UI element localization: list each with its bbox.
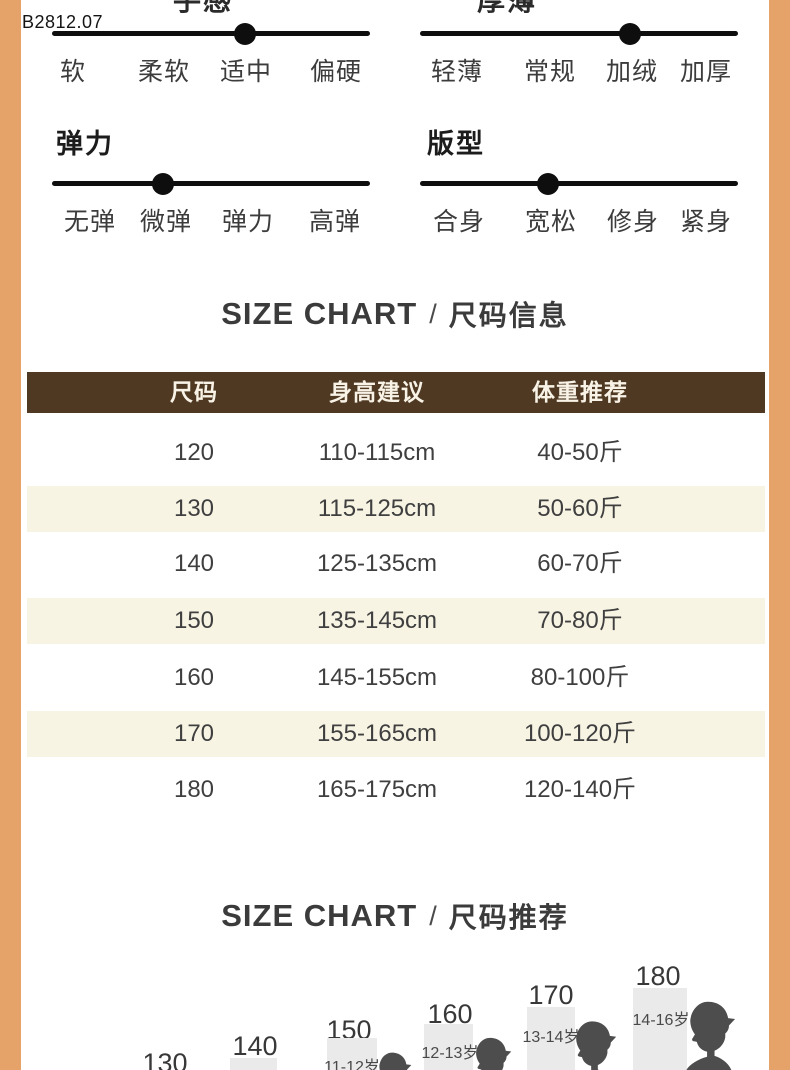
cell-weight: 70-80斤 [537, 607, 623, 634]
child-silhouette-icon [567, 1018, 617, 1070]
elasticity-option: 无弹 [63, 208, 117, 236]
cell-size: 120 [173, 439, 215, 466]
fit-option: 紧身 [679, 208, 733, 236]
elasticity-option: 微弹 [139, 208, 193, 236]
thickness-option: 轻薄 [430, 58, 484, 86]
heading-en-text: SIZE CHART [221, 898, 418, 933]
fit-option: 宽松 [524, 208, 578, 236]
cell-height: 135-145cm [316, 607, 438, 634]
table-row: 140 125-135cm 60-70斤 [27, 541, 765, 587]
slider-title-hand-feel: 手感 [173, 0, 234, 16]
cell-size: 160 [173, 664, 215, 691]
age-range-label: 13-14岁 [522, 1029, 580, 1046]
cell-height: 155-165cm [316, 720, 438, 747]
elasticity-slider-track [52, 181, 370, 186]
size-bar [230, 1058, 277, 1070]
table-row: 120 110-115cm 40-50斤 [27, 430, 765, 476]
age-range-label: 11-12岁 [324, 1059, 380, 1070]
hand-feel-option: 柔软 [137, 58, 191, 86]
cell-weight: 120-140斤 [523, 776, 637, 803]
bar-size-label: 140 [232, 1031, 278, 1061]
table-row: 150 135-145cm 70-80斤 [27, 598, 765, 644]
col-header-height: 身高建议 [329, 379, 425, 405]
table-row: 130 115-125cm 50-60斤 [27, 486, 765, 532]
cell-size: 170 [173, 720, 215, 747]
slider-title-elasticity: 弹力 [56, 129, 114, 159]
size-bar [327, 1038, 377, 1070]
table-row: 160 145-155cm 80-100斤 [27, 655, 765, 701]
orange-frame-right [769, 0, 790, 1070]
col-header-size: 尺码 [170, 379, 218, 405]
cell-weight: 50-60斤 [537, 495, 623, 522]
table-row: 170 155-165cm 100-120斤 [27, 711, 765, 757]
cell-weight: 100-120斤 [523, 720, 637, 747]
bar-size-label: 170 [528, 980, 574, 1010]
size-bar [424, 1024, 473, 1070]
cell-height: 115-125cm [317, 495, 437, 522]
fit-slider-track [420, 181, 738, 186]
heading-en-text: SIZE CHART [221, 296, 418, 331]
size-bar [633, 988, 687, 1070]
child-silhouette-icon [680, 998, 736, 1070]
elasticity-option: 弹力 [221, 208, 275, 236]
cell-height: 145-155cm [316, 664, 438, 691]
bar-size-label: 180 [635, 961, 681, 991]
thickness-option: 加绒 [605, 58, 659, 86]
cell-size: 150 [173, 607, 215, 634]
thickness-option: 加厚 [679, 58, 733, 86]
hand-feel-option: 适中 [219, 58, 273, 86]
thickness-slider-track [420, 31, 738, 36]
sku-code: B2812.07 [22, 12, 104, 32]
age-range-label: 12-13岁 [421, 1045, 479, 1062]
heading-zh-text: 尺码推荐 [448, 902, 569, 933]
thickness-slider-thumb [619, 23, 641, 45]
heading-divider: / [429, 900, 437, 931]
size-info-heading: SIZE CHART / 尺码信息 [21, 294, 769, 334]
heading-zh-text: 尺码信息 [448, 300, 569, 331]
cell-height: 125-135cm [316, 550, 438, 577]
cell-weight: 80-100斤 [530, 664, 630, 691]
hand-feel-option: 软 [59, 58, 87, 86]
table-row: 180 165-175cm 120-140斤 [27, 767, 765, 813]
size-table-header: 尺码 身高建议 体重推荐 [27, 372, 765, 413]
cell-weight: 60-70斤 [537, 550, 623, 577]
orange-frame-left [0, 0, 21, 1070]
age-range-label: 14-16岁 [632, 1012, 690, 1029]
bar-size-label: 130 [142, 1048, 188, 1070]
col-header-weight: 体重推荐 [532, 379, 628, 405]
cell-weight: 40-50斤 [537, 439, 623, 466]
slider-title-thickness: 厚薄 [477, 0, 538, 16]
cell-size: 180 [173, 776, 215, 803]
cell-height: 165-175cm [316, 776, 438, 803]
cell-size: 130 [173, 495, 215, 522]
fit-option: 合身 [432, 208, 486, 236]
cell-height: 110-115cm [318, 439, 436, 466]
elasticity-slider-thumb [152, 173, 174, 195]
cell-size: 140 [173, 550, 215, 577]
thickness-option: 常规 [523, 58, 577, 86]
heading-divider: / [429, 298, 437, 329]
fit-option: 修身 [606, 208, 660, 236]
size-recommendation-heading: SIZE CHART / 尺码推荐 [21, 896, 769, 936]
fit-slider-thumb [537, 173, 559, 195]
child-silhouette-icon [468, 1035, 512, 1070]
hand-feel-slider-thumb [234, 23, 256, 45]
hand-feel-slider-track [52, 31, 370, 36]
size-bar [527, 1007, 575, 1070]
size-table: 尺码 身高建议 体重推荐 120 110-115cm 40-50斤 130 11… [27, 372, 765, 818]
elasticity-option: 高弹 [308, 208, 362, 236]
hand-feel-option: 偏硬 [309, 58, 363, 86]
slider-title-fit: 版型 [427, 129, 485, 159]
child-silhouette-icon [372, 1050, 412, 1070]
